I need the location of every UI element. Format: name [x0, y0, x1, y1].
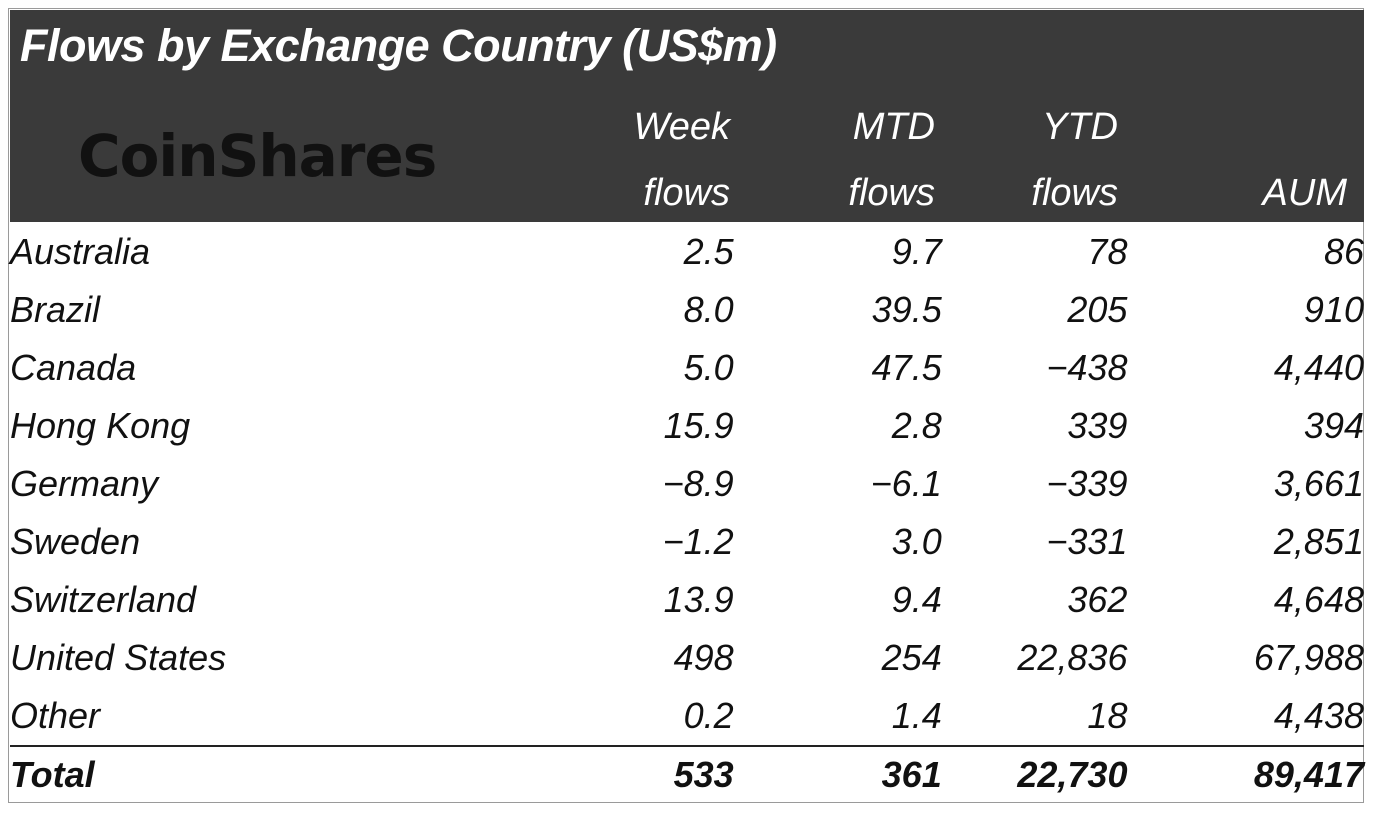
total-label: Total: [10, 745, 538, 803]
ytd-flows-cell: 22,836: [1017, 637, 1128, 678]
mtd-flows-cell: 9.7: [891, 231, 942, 272]
week-flows-cell: 15.9: [663, 405, 734, 446]
week-flows-cell: 13.9: [663, 579, 734, 620]
mtd-flows-cell: −6.1: [870, 463, 942, 504]
table-row: Switzerland 13.9 9.4 362 4,648: [10, 571, 1364, 629]
ytd-flows-cell: 78: [1087, 231, 1128, 272]
header-week-line2: flows: [643, 172, 730, 214]
ytd-flows-cell: −438: [1046, 347, 1128, 388]
country-name: Other: [10, 695, 101, 736]
week-flows-cell: 5.0: [683, 347, 734, 388]
mtd-flows-cell: 1.4: [891, 695, 942, 736]
table-title: Flows by Exchange Country (US$m): [20, 20, 777, 71]
week-flows-cell: −8.9: [662, 463, 734, 504]
table-row: United States 498 254 22,836 67,988: [10, 629, 1364, 687]
ytd-flows-cell: −331: [1046, 521, 1128, 562]
week-flows-cell: 8.0: [683, 289, 734, 330]
table-row: Brazil 8.0 39.5 205 910: [10, 281, 1364, 339]
mtd-flows-cell: 361: [733, 745, 942, 803]
table-row: Sweden −1.2 3.0 −331 2,851: [10, 513, 1364, 571]
table-row: Canada 5.0 47.5 −438 4,440: [10, 339, 1364, 397]
aum-cell: 394: [1303, 405, 1364, 446]
aum-cell: 4,440: [1273, 347, 1364, 388]
flows-table: Australia 2.5 9.7 78 86 Brazil 8.0 39.5 205 910 Ca…: [10, 223, 1364, 803]
country-name: Germany: [10, 463, 159, 504]
mtd-flows-cell: 254: [881, 637, 942, 678]
mtd-flows-cell: 2.8: [891, 405, 942, 446]
coinshares-logo: CoinShares: [78, 122, 437, 190]
country-name: Australia: [10, 231, 151, 272]
aum-cell: 910: [1303, 289, 1364, 330]
aum-cell: 3,661: [1273, 463, 1364, 504]
mtd-flows-cell: 39.5: [871, 289, 942, 330]
header-mtd-line2: flows: [848, 172, 935, 214]
header-aum: AUM: [1262, 172, 1347, 214]
header-ytd-line2: flows: [1031, 172, 1118, 214]
table-row: Hong Kong 15.9 2.8 339 394: [10, 397, 1364, 455]
mtd-flows-cell: 9.4: [891, 579, 942, 620]
week-flows-cell: 0.2: [683, 695, 734, 736]
aum-cell: 67,988: [1253, 637, 1364, 678]
table-frame: Flows by Exchange Country (US$m) CoinSha…: [8, 8, 1364, 803]
country-name: United States: [10, 637, 227, 678]
mtd-flows-cell: 3.0: [891, 521, 942, 562]
ytd-flows-cell: 362: [1067, 579, 1128, 620]
ytd-flows-cell: 18: [1087, 695, 1128, 736]
table-row: Australia 2.5 9.7 78 86: [10, 223, 1364, 281]
country-name: Switzerland: [10, 579, 197, 620]
ytd-flows-cell: 205: [1067, 289, 1128, 330]
table-row: Germany −8.9 −6.1 −339 3,661: [10, 455, 1364, 513]
country-name: Brazil: [10, 289, 101, 330]
week-flows-cell: −1.2: [662, 521, 734, 562]
mtd-flows-cell: 47.5: [871, 347, 942, 388]
header-mtd-line1: MTD: [852, 106, 935, 148]
country-name: Canada: [10, 347, 137, 388]
header-ytd-line1: YTD: [1042, 106, 1118, 148]
ytd-flows-cell: −339: [1046, 463, 1128, 504]
aum-cell: 4,648: [1273, 579, 1364, 620]
week-flows-cell: 498: [673, 637, 734, 678]
week-flows-cell: 533: [537, 745, 734, 803]
total-row: Total 533 361 22,730 89,417: [10, 745, 1364, 803]
aum-cell: 4,438: [1273, 695, 1364, 736]
country-name: Sweden: [10, 521, 141, 562]
aum-cell: 2,851: [1273, 521, 1364, 562]
table-row: Other 0.2 1.4 18 4,438: [10, 687, 1364, 746]
table-header: Flows by Exchange Country (US$m) CoinSha…: [10, 10, 1364, 222]
ytd-flows-cell: 22,730: [941, 745, 1128, 803]
aum-cell: 89,417: [1127, 745, 1364, 803]
aum-cell: 86: [1323, 231, 1364, 272]
ytd-flows-cell: 339: [1067, 405, 1128, 446]
week-flows-cell: 2.5: [683, 231, 734, 272]
country-name: Hong Kong: [10, 405, 191, 446]
header-week-line1: Week: [633, 106, 730, 148]
